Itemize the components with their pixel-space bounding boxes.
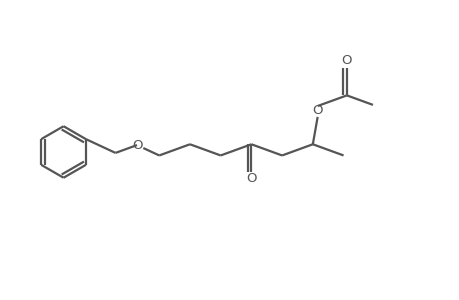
Text: O: O: [131, 139, 142, 152]
Text: O: O: [246, 172, 256, 185]
Text: O: O: [341, 54, 351, 67]
Text: O: O: [312, 104, 322, 118]
